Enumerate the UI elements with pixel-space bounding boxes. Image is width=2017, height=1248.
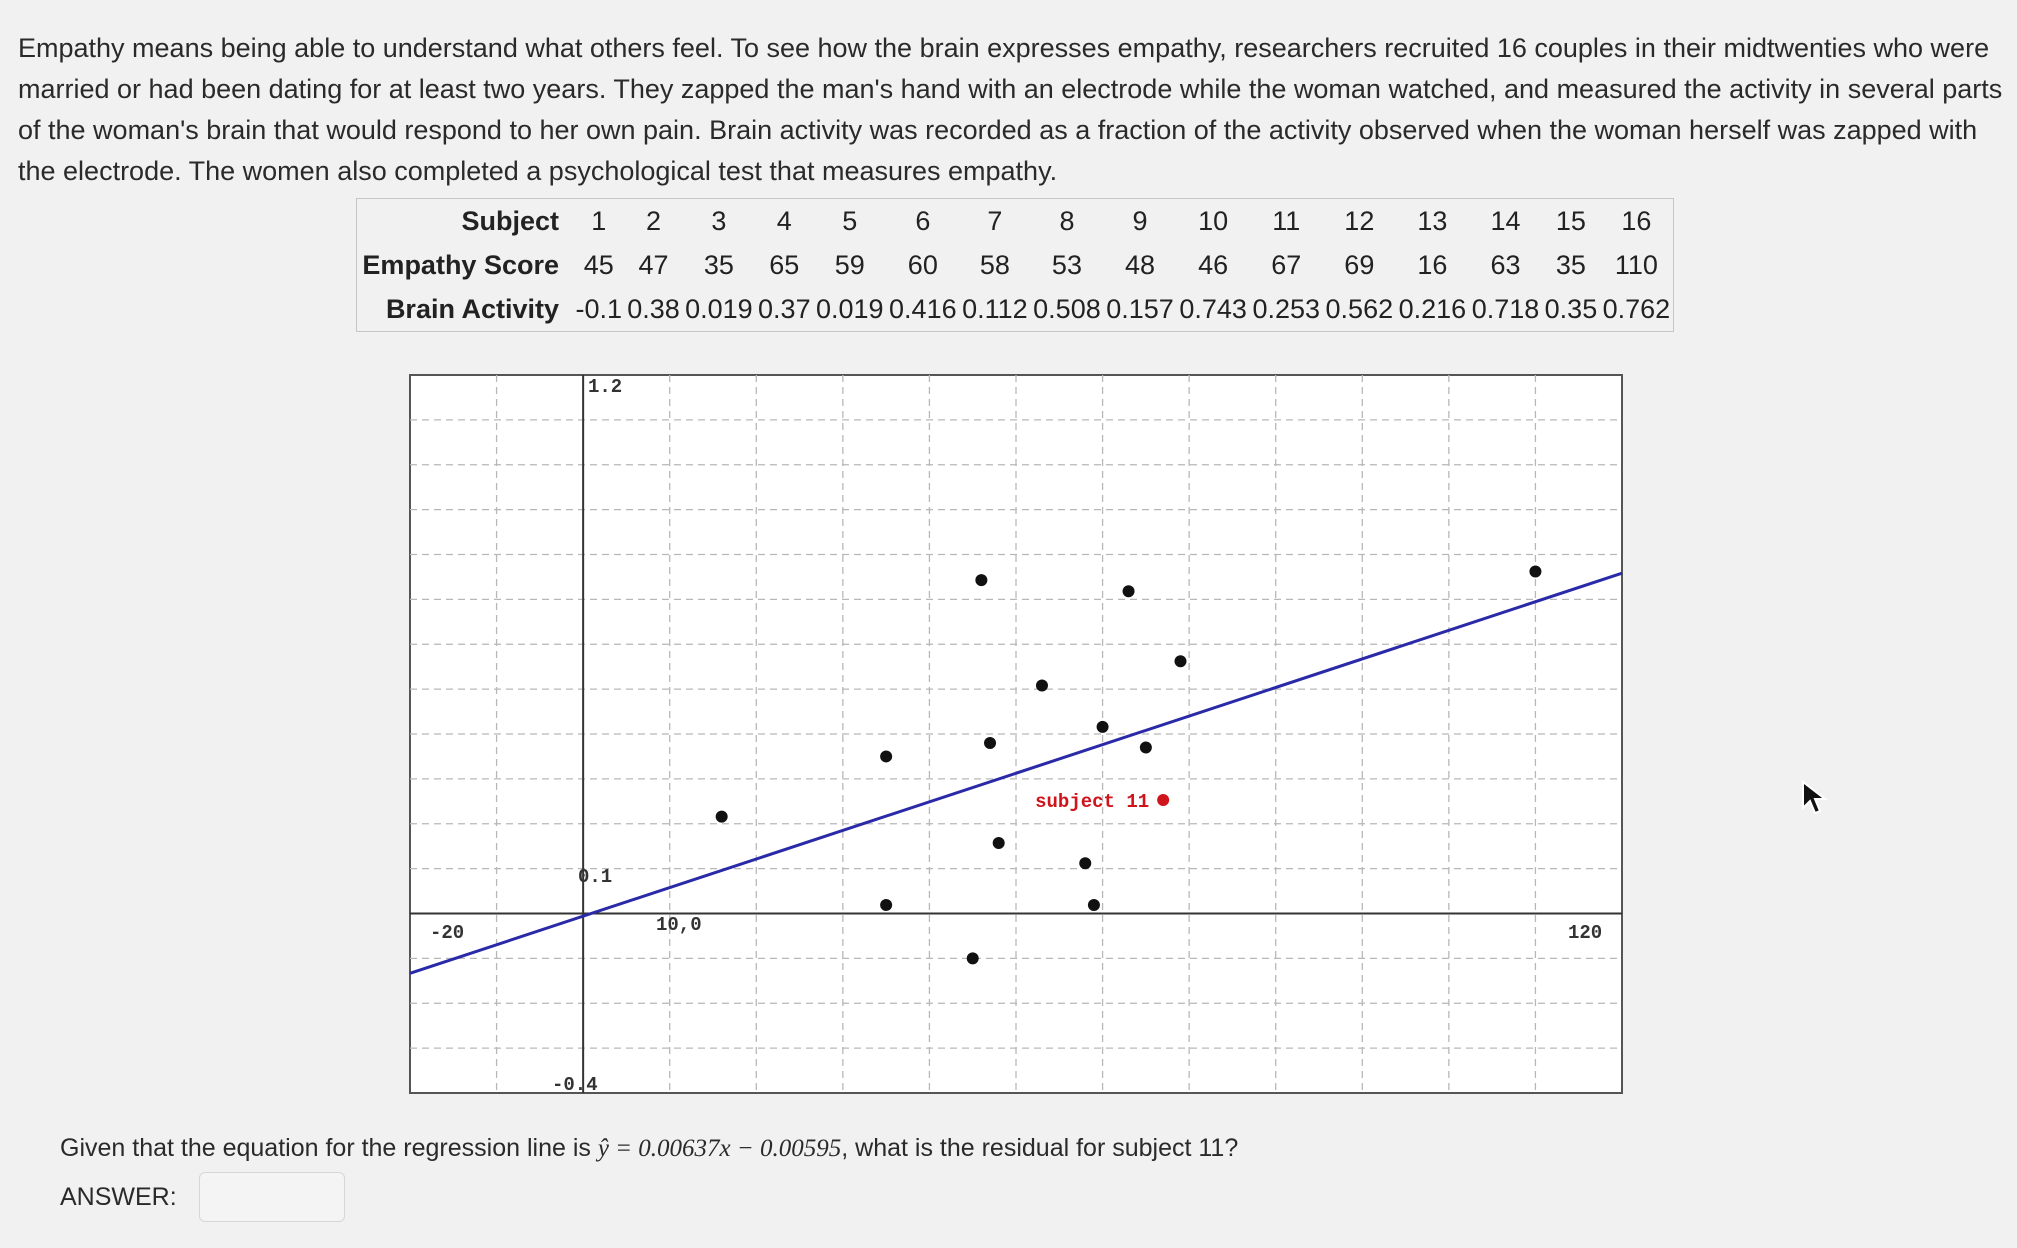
activity-cell: 0.743 [1179,293,1247,324]
empathy-cell: 58 [979,249,1010,280]
subject-cell: 4 [776,205,792,236]
subject-cell: 10 [1198,205,1229,236]
regression-line-group [409,571,1623,975]
data-point [1122,585,1135,598]
data-point [1087,898,1100,911]
subject-cell: 6 [915,205,931,236]
data-point [1096,720,1109,733]
activity-cell: 0.508 [1033,293,1101,324]
empathy-cell: 110 [1614,249,1658,280]
question-suffix: , what is the residual for subject 11? [841,1134,1239,1162]
subject-cell: 14 [1490,205,1521,236]
row-label-empathy: Empathy Score [362,249,559,280]
activity-cell: 0.019 [815,293,884,324]
activity-cell: 0.019 [685,293,753,324]
activity-cell: 0.38 [627,293,680,324]
data-point [975,574,988,587]
question-prefix: Given that the equation for the regressi… [60,1134,598,1162]
subject-cell: 7 [987,205,1003,236]
activity-cell: 0.216 [1398,293,1467,324]
answer-input[interactable] [198,1172,345,1222]
data-point [1529,565,1542,578]
regression-equation: ŷ = 0.00637x − 0.00595 [597,1135,842,1162]
subject-cell: 15 [1555,205,1586,236]
empathy-cell: 35 [703,249,734,280]
tick-label-x-mark: 10,0 [656,914,702,936]
tick-label-y-mark: 0.1 [578,866,612,888]
empathy-cell: 48 [1125,249,1156,280]
activity-cell: 0.157 [1106,293,1174,324]
answer-row: ANSWER: [60,1172,345,1222]
data-point-subject-11 [1157,793,1170,806]
activity-row: Brain Activity -0.1 0.38 0.019 0.37 0.01… [357,287,1674,332]
empathy-cell: 60 [907,249,938,280]
data-point [992,837,1005,850]
row-label-activity: Brain Activity [385,293,559,324]
activity-cell: 0.37 [758,293,811,324]
subject-cell: 1 [591,205,607,236]
activity-cell: -0.1 [575,293,623,324]
empathy-cell: 16 [1417,249,1448,280]
subject-cell: 16 [1621,205,1652,236]
empathy-row: Empathy Score 45 47 35 65 59 60 58 53 48… [357,243,1674,287]
activity-cell: 0.416 [889,293,957,324]
empathy-cell: 59 [834,249,865,280]
activity-cell: 0.253 [1252,293,1321,324]
subject-cell: 9 [1132,205,1148,236]
data-point [966,952,979,965]
activity-cell: 0.562 [1325,293,1394,324]
mouse-cursor-icon [1802,780,1828,815]
subject-cell: 5 [842,205,858,236]
data-point [880,898,893,911]
empathy-cell: 69 [1344,249,1375,280]
empathy-cell: 53 [1051,249,1082,280]
answer-label: ANSWER: [60,1182,177,1211]
data-point [880,750,893,763]
highlight-label-subject-11: subject 11 [1035,791,1149,813]
subject-cell: 8 [1059,205,1075,236]
empathy-cell: 47 [638,249,669,280]
tick-label-x-min: -20 [430,922,464,944]
data-point [1139,741,1152,754]
subject-cell: 13 [1417,205,1448,236]
tick-label-x-max: 120 [1568,922,1602,944]
intro-paragraph: Empathy means being able to understand w… [18,33,2003,186]
data-point [715,810,728,823]
grid [410,375,1622,1093]
activity-cell: 0.112 [962,293,1028,324]
data-table: Subject 1 2 3 4 5 6 7 8 9 10 11 12 13 14… [356,198,1674,332]
tick-label-y-max: 1.2 [588,376,622,398]
tick-labels: 1.2 0.1 -0.4 -20 10,0 120 subject 11 [430,376,1602,1096]
subject-row: Subject 1 2 3 4 5 6 7 8 9 10 11 12 13 14… [357,199,1674,244]
problem-description: Empathy means being able to understand w… [18,28,2003,192]
activity-cell: 0.762 [1602,293,1671,324]
row-label-subject: Subject [461,205,559,236]
data-point [984,736,997,749]
question-text: Given that the equation for the regressi… [60,1134,1238,1163]
empathy-cell: 35 [1555,249,1586,280]
empathy-cell: 45 [583,249,614,280]
regression-line [409,571,1623,975]
data-point [1079,857,1092,870]
empathy-cell: 67 [1271,249,1302,280]
axes [410,375,1622,1093]
data-points [715,565,1542,965]
data-point [1174,655,1187,668]
subject-cell: 2 [645,205,661,236]
activity-cell: 0.35 [1544,293,1598,324]
activity-cell: 0.718 [1471,293,1540,324]
subject-cell: 3 [711,205,727,236]
empathy-cell: 46 [1198,249,1229,280]
empathy-cell: 63 [1490,249,1521,280]
subject-cell: 12 [1344,205,1375,236]
subject-cell: 11 [1272,205,1301,236]
empathy-cell: 65 [769,249,800,280]
tick-label-y-min: -0.4 [552,1074,598,1096]
data-point [1035,679,1048,692]
